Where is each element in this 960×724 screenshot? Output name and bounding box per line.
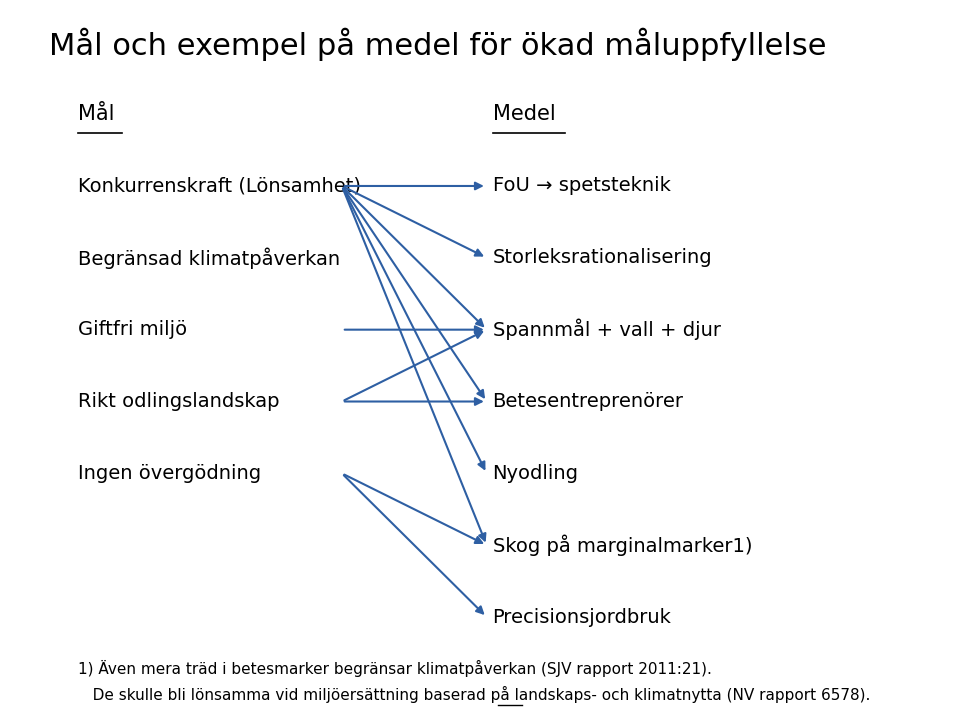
Text: Giftfri miljö: Giftfri miljö (78, 320, 187, 339)
Text: Spannmål + vall + djur: Spannmål + vall + djur (492, 319, 721, 340)
Text: Storleksrationalisering: Storleksrationalisering (492, 248, 712, 267)
Text: Mål: Mål (78, 104, 114, 124)
Text: Medel: Medel (492, 104, 555, 124)
Text: FoU → spetsteknik: FoU → spetsteknik (492, 177, 670, 195)
Text: Ingen övergödning: Ingen övergödning (78, 464, 261, 483)
Text: Skog på marginalmarker1): Skog på marginalmarker1) (492, 534, 752, 556)
Text: Nyodling: Nyodling (492, 464, 579, 483)
Text: 1) Även mera träd i betesmarker begränsar klimatpåverkan (SJV rapport 2011:21).: 1) Även mera träd i betesmarker begränsa… (78, 660, 712, 677)
Text: Begränsad klimatpåverkan: Begränsad klimatpåverkan (78, 247, 340, 269)
Text: Mål och exempel på medel för ökad måluppfyllelse: Mål och exempel på medel för ökad målupp… (49, 28, 827, 62)
Text: Konkurrenskraft (Lönsamhet): Konkurrenskraft (Lönsamhet) (78, 177, 361, 195)
Text: Precisionsjordbruk: Precisionsjordbruk (492, 607, 671, 626)
Text: Rikt odlingslandskap: Rikt odlingslandskap (78, 392, 279, 411)
Text: De skulle bli lönsamma vid miljöersättning baserad på landskaps- och klimatnytta: De skulle bli lönsamma vid miljöersättni… (78, 686, 871, 703)
Text: Betesentreprenörer: Betesentreprenörer (492, 392, 684, 411)
